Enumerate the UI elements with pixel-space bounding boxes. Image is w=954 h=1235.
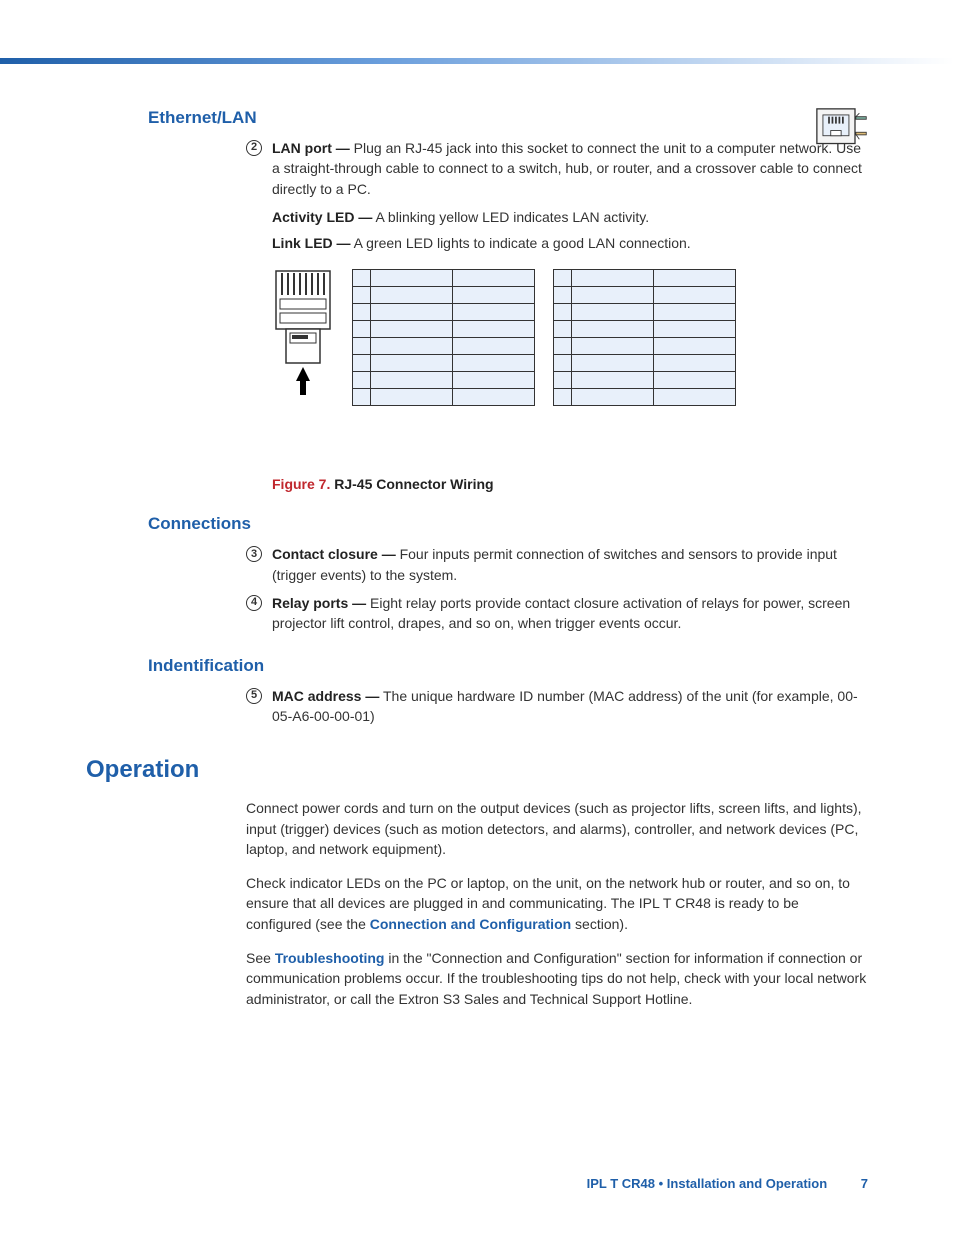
ethernet-heading: Ethernet/LAN bbox=[148, 108, 868, 128]
figure-7-area bbox=[272, 269, 868, 406]
footer-text: IPL T CR48 • Installation and Operation bbox=[587, 1176, 828, 1191]
lan-port-item: 2 LAN port — Plug an RJ-45 jack into thi… bbox=[246, 138, 868, 199]
operation-heading: Operation bbox=[86, 756, 868, 784]
page-number: 7 bbox=[861, 1176, 868, 1191]
spacer bbox=[86, 414, 868, 464]
link-led-text: Link LED — A green LED lights to indicat… bbox=[272, 233, 868, 253]
mac-address-item: 5 MAC address — The unique hardware ID n… bbox=[246, 686, 868, 727]
troubleshooting-link[interactable]: Troubleshooting bbox=[275, 950, 385, 966]
callout-3: 3 bbox=[246, 546, 262, 562]
ethernet-lan-block: Ethernet/LAN 2 LAN port — Plug an RJ-45 … bbox=[86, 108, 868, 253]
activity-led-text: Activity LED — A blinking yellow LED ind… bbox=[272, 207, 868, 227]
callout-2: 2 bbox=[246, 140, 262, 156]
page-footer: IPL T CR48 • Installation and Operation … bbox=[587, 1176, 868, 1191]
top-accent-bar bbox=[0, 58, 954, 64]
callout-4: 4 bbox=[246, 595, 262, 611]
rj45-connector-icon bbox=[272, 269, 334, 399]
operation-p2: Check indicator LEDs on the PC or laptop… bbox=[246, 873, 868, 934]
connections-heading: Connections bbox=[148, 514, 868, 534]
connection-config-link[interactable]: Connection and Configuration bbox=[370, 916, 571, 932]
page-content: Ethernet/LAN 2 LAN port — Plug an RJ-45 … bbox=[86, 108, 868, 1023]
identification-heading: Indentification bbox=[148, 656, 868, 676]
wiring-table-left bbox=[352, 269, 535, 406]
operation-p3: See Troubleshooting in the "Connection a… bbox=[246, 948, 868, 1009]
relay-ports-item: 4 Relay ports — Eight relay ports provid… bbox=[246, 593, 868, 634]
figure-7-caption: Figure 7. RJ-45 Connector Wiring bbox=[272, 476, 868, 492]
callout-5: 5 bbox=[246, 688, 262, 704]
contact-closure-item: 3 Contact closure — Four inputs permit c… bbox=[246, 544, 868, 585]
operation-p1: Connect power cords and turn on the outp… bbox=[246, 798, 868, 859]
rj45-port-icon bbox=[816, 108, 868, 150]
wiring-table-right bbox=[553, 269, 736, 406]
lan-port-text: LAN port — Plug an RJ-45 jack into this … bbox=[272, 138, 868, 199]
